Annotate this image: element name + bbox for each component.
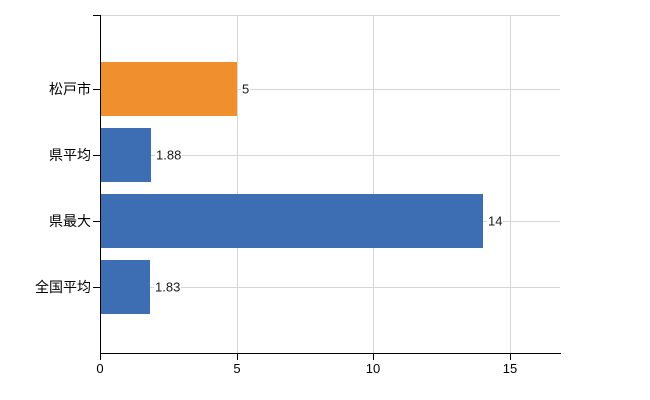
v-gridline (373, 15, 374, 353)
v-gridline (237, 15, 238, 353)
plot-top-border (100, 15, 560, 16)
y-tick (93, 287, 100, 288)
category-label: 松戸市 (49, 81, 91, 97)
x-tick (510, 354, 511, 360)
y-tick (93, 155, 100, 156)
x-tick-label: 15 (502, 361, 518, 376)
bar (101, 194, 483, 248)
x-tick (237, 354, 238, 360)
y-tick (93, 15, 100, 16)
x-tick-label: 0 (96, 361, 104, 376)
category-label: 県平均 (49, 147, 91, 163)
x-tick-label: 5 (233, 361, 241, 376)
x-tick (373, 354, 374, 360)
y-tick (93, 221, 100, 222)
category-label: 全国平均 (35, 279, 91, 295)
category-label: 県最大 (49, 213, 91, 229)
h-gridline (100, 287, 560, 288)
h-gridline (100, 155, 560, 156)
value-label: 5 (241, 81, 251, 97)
x-tick (100, 354, 101, 360)
value-label: 1.88 (155, 147, 183, 163)
y-axis (100, 15, 101, 353)
value-label: 14 (487, 213, 504, 229)
x-tick-label: 10 (365, 361, 381, 376)
bar (101, 260, 150, 314)
v-gridline (510, 15, 511, 353)
value-label: 1.83 (154, 279, 182, 295)
y-tick (93, 89, 100, 90)
bar (101, 62, 237, 116)
x-axis (100, 353, 561, 354)
h-gridline (100, 89, 560, 90)
bar (101, 128, 151, 182)
